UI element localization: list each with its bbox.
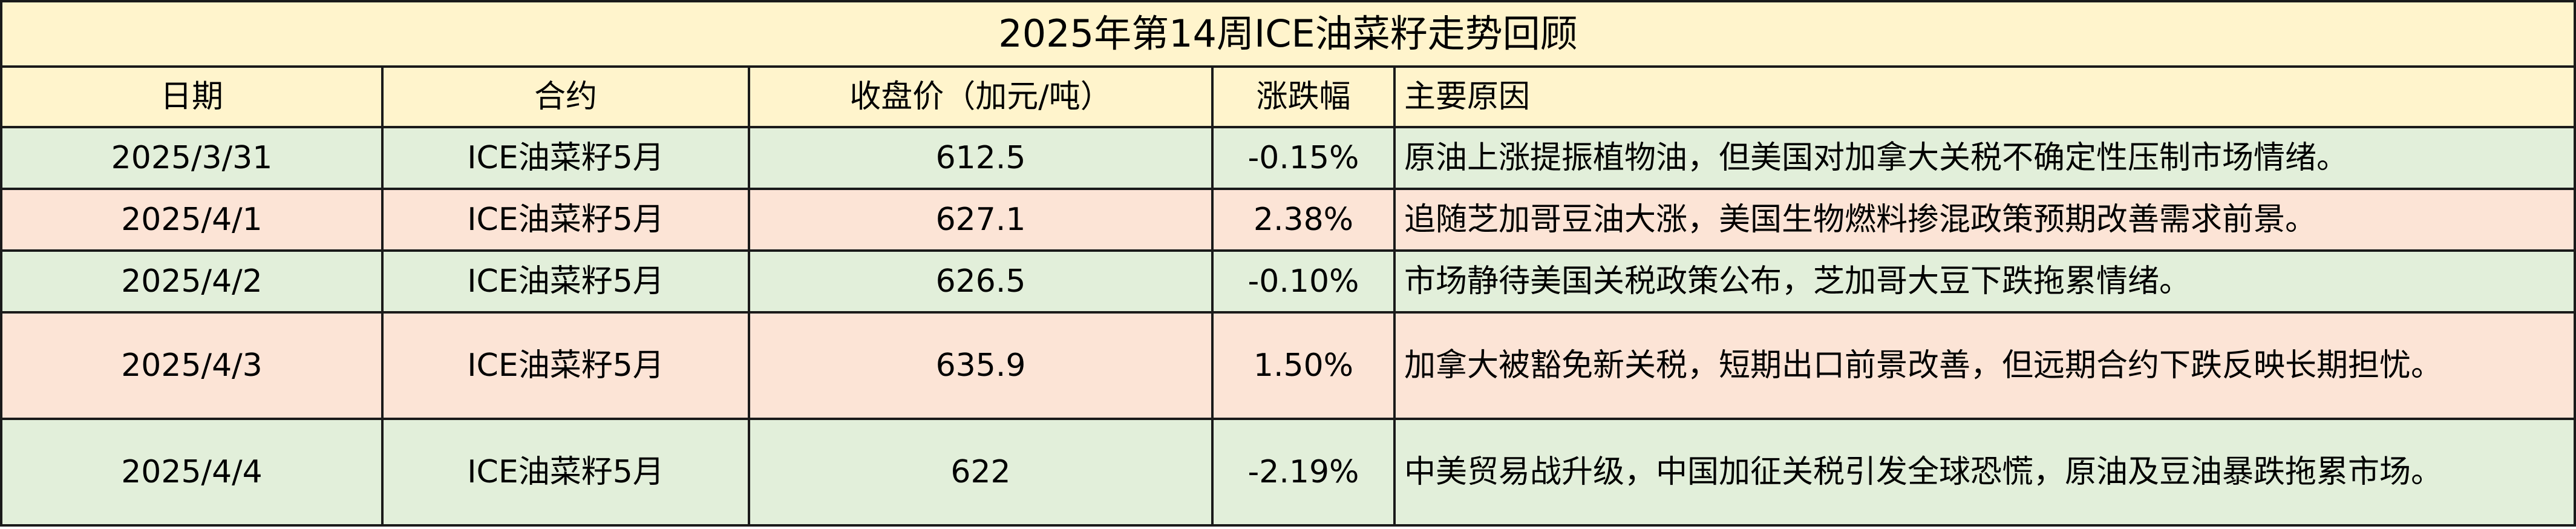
header-row: 日期 合约 收盘价（加元/吨） 涨跌幅 主要原因 [0, 65, 2576, 128]
header-close: 收盘价（加元/吨） [748, 65, 1214, 128]
header-change: 涨跌幅 [1211, 65, 1396, 128]
table-row: 2025/4/2 ICE油菜籽5月 626.5 -0.10% 市场静待美国关税政… [0, 249, 2576, 314]
cell-date: 2025/4/4 [0, 418, 384, 527]
header-contract: 合约 [381, 65, 750, 128]
cell-change: -2.19% [1211, 418, 1396, 527]
cell-change: 1.50% [1211, 311, 1396, 420]
table-row: 2025/4/1 ICE油菜籽5月 627.1 2.38% 追随芝加哥豆油大涨，… [0, 188, 2576, 252]
cell-contract: ICE油菜籽5月 [381, 311, 750, 420]
cell-close: 627.1 [748, 188, 1214, 252]
cell-reason: 加拿大被豁免新关税，短期出口前景改善，但远期合约下跌反映长期担忧。 [1393, 311, 2576, 420]
cell-date: 2025/3/31 [0, 126, 384, 190]
cell-date: 2025/4/2 [0, 249, 384, 314]
cell-contract: ICE油菜籽5月 [381, 249, 750, 314]
cell-date: 2025/4/1 [0, 188, 384, 252]
cell-reason: 中美贸易战升级，中国加征关税引发全球恐慌，原油及豆油暴跌拖累市场。 [1393, 418, 2576, 527]
cell-reason: 原油上涨提振植物油，但美国对加拿大关税不确定性压制市场情绪。 [1393, 126, 2576, 190]
cell-reason: 追随芝加哥豆油大涨，美国生物燃料掺混政策预期改善需求前景。 [1393, 188, 2576, 252]
table-row: 2025/4/3 ICE油菜籽5月 635.9 1.50% 加拿大被豁免新关税，… [0, 311, 2576, 420]
cell-change: -0.10% [1211, 249, 1396, 314]
cell-contract: ICE油菜籽5月 [381, 126, 750, 190]
cell-change: -0.15% [1211, 126, 1396, 190]
cell-close: 626.5 [748, 249, 1214, 314]
table-row: 2025/4/4 ICE油菜籽5月 622 -2.19% 中美贸易战升级，中国加… [0, 418, 2576, 527]
header-date: 日期 [0, 65, 384, 128]
cell-date: 2025/4/3 [0, 311, 384, 420]
cell-reason: 市场静待美国关税政策公布，芝加哥大豆下跌拖累情绪。 [1393, 249, 2576, 314]
cell-close: 612.5 [748, 126, 1214, 190]
header-reason: 主要原因 [1393, 65, 2576, 128]
cell-close: 635.9 [748, 311, 1214, 420]
table-row: 2025/3/31 ICE油菜籽5月 612.5 -0.15% 原油上涨提振植物… [0, 126, 2576, 190]
cell-contract: ICE油菜籽5月 [381, 188, 750, 252]
cell-change: 2.38% [1211, 188, 1396, 252]
cell-close: 622 [748, 418, 1214, 527]
table-title: 2025年第14周ICE油菜籽走势回顾 [0, 0, 2576, 68]
cell-contract: ICE油菜籽5月 [381, 418, 750, 527]
